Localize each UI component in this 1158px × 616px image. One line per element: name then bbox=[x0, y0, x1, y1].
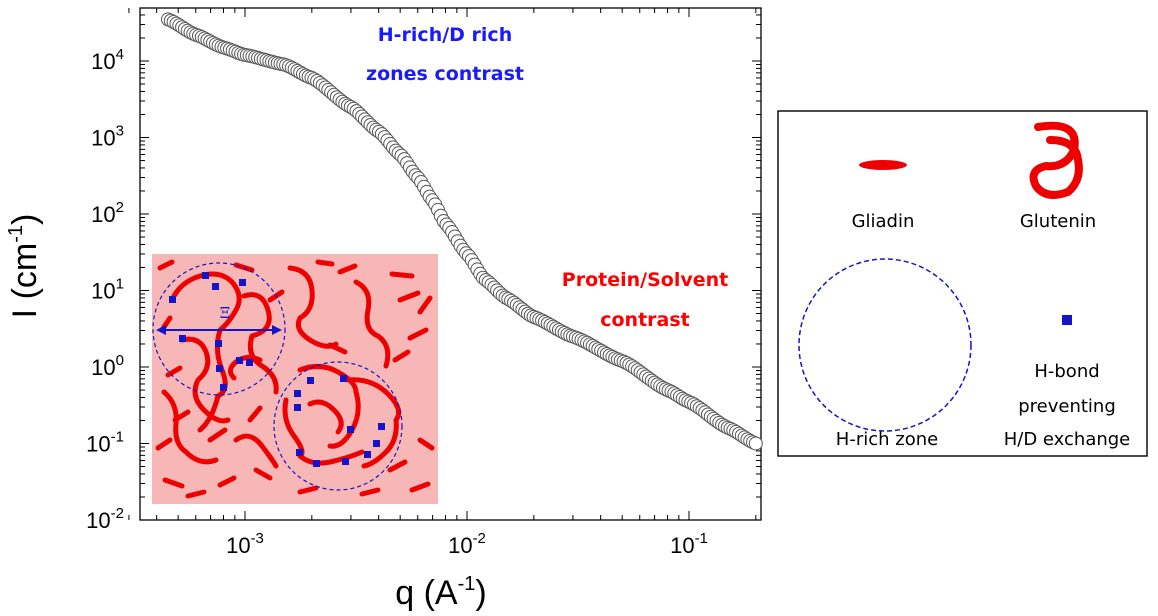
y-ticks: 104 103 102 101 100 10-1 10-2 bbox=[86, 14, 761, 533]
y-tick-label: 100 bbox=[91, 352, 124, 380]
y-tick-label: 104 bbox=[91, 46, 124, 74]
legend-h-rich-zone-label: H-rich zone bbox=[836, 429, 938, 450]
zone-size-symbol: Ξ bbox=[220, 304, 231, 322]
x-tick-label: 10-1 bbox=[670, 530, 708, 558]
data-markers bbox=[161, 12, 763, 451]
annotation-protein-solvent: Protein/Solvent bbox=[562, 269, 728, 291]
h-rich-zones bbox=[152, 262, 403, 491]
gliadin-symbol bbox=[859, 160, 907, 170]
x-ticks: 10-3 10-2 10-1 bbox=[128, 8, 757, 558]
legend-box: Gliadin Glutenin H-rich zone H-bond prev… bbox=[777, 110, 1148, 457]
h-bond-symbol bbox=[1062, 315, 1072, 325]
annotation-h-rich-d-rich: H-rich/D rich bbox=[378, 24, 512, 46]
zone-size-arrow bbox=[156, 325, 282, 335]
annotation-zones-contrast: zones contrast bbox=[366, 63, 524, 85]
legend-hd-exchange-label: H/D exchange bbox=[1004, 429, 1131, 450]
h-rich-zone-symbol bbox=[798, 258, 972, 432]
y-axis-title: I (cm-1) bbox=[5, 214, 44, 319]
data-point bbox=[748, 436, 763, 451]
legend-glutenin-label: Glutenin bbox=[1020, 211, 1096, 232]
h-bond-markers bbox=[169, 272, 385, 467]
y-tick-label: 10-1 bbox=[86, 429, 124, 457]
legend-gliadin-label: Gliadin bbox=[852, 211, 915, 232]
y-tick-label: 10-2 bbox=[86, 505, 124, 533]
annotation-contrast: contrast bbox=[600, 309, 690, 331]
legend-frame bbox=[777, 110, 1148, 457]
main-plot: 10-3 10-2 10-1 104 103 102 101 100 10-1 10-2 bbox=[86, 7, 762, 558]
plot-frame bbox=[139, 7, 762, 521]
inset-schematic: Ξ bbox=[152, 254, 438, 504]
x-axis-title: q (A-1) bbox=[395, 573, 486, 612]
legend-h-bond-label: H-bond bbox=[1034, 361, 1099, 382]
x-tick-label: 10-2 bbox=[448, 530, 486, 558]
y-tick-label: 102 bbox=[91, 199, 124, 227]
x-tick-label: 10-3 bbox=[226, 530, 264, 558]
y-tick-label: 103 bbox=[91, 123, 124, 151]
glutenin-symbol bbox=[1029, 121, 1083, 199]
legend-preventing-label: preventing bbox=[1018, 396, 1116, 417]
y-tick-label: 101 bbox=[91, 276, 124, 304]
